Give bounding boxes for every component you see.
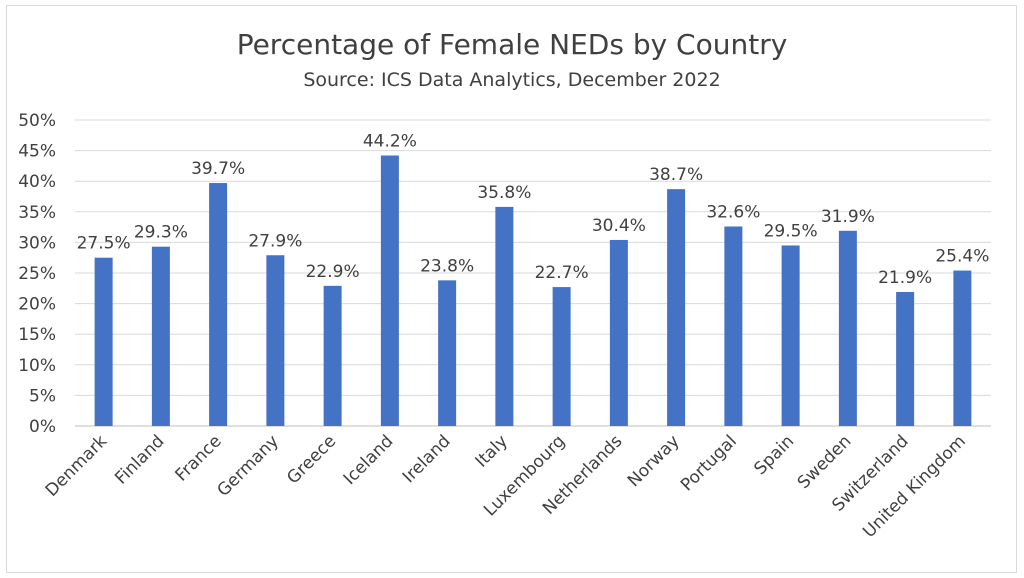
y-tick-label: 45% (18, 142, 56, 162)
bar-iceland (380, 155, 399, 426)
data-label: 27.9% (248, 231, 302, 251)
bar-france (209, 183, 228, 426)
y-tick-label: 20% (18, 295, 56, 315)
y-tick-label: 15% (18, 325, 56, 345)
bar-luxembourg (552, 287, 571, 426)
data-label: 35.8% (477, 183, 531, 203)
data-label: 29.5% (764, 221, 818, 241)
bar-netherlands (609, 239, 628, 426)
data-label: 25.4% (935, 247, 989, 267)
chart-subtitle: Source: ICS Data Analytics, December 202… (303, 69, 720, 91)
y-tick-label: 40% (18, 172, 56, 192)
y-tick-label: 25% (18, 264, 56, 284)
bar-united-kingdom (953, 270, 972, 426)
y-tick-label: 30% (18, 233, 56, 253)
data-label: 27.5% (77, 234, 131, 254)
y-tick-label: 50% (18, 111, 56, 131)
data-label: 44.2% (363, 131, 417, 151)
bar-denmark (94, 257, 113, 426)
data-label: 21.9% (878, 268, 932, 288)
y-tick-label: 10% (18, 356, 56, 376)
data-label: 23.8% (420, 256, 474, 276)
bar-switzerland (896, 291, 915, 426)
bar-greece (323, 285, 342, 426)
bar-finland (151, 246, 170, 426)
bar-sweden (838, 230, 857, 426)
y-tick-label: 5% (29, 386, 56, 406)
bar-ireland (438, 280, 457, 426)
bar-germany (266, 255, 285, 426)
bar-portugal (724, 226, 743, 426)
data-label: 31.9% (821, 207, 875, 227)
data-label: 32.6% (706, 202, 760, 222)
data-label: 39.7% (191, 159, 245, 179)
bar-norway (667, 189, 686, 426)
data-label: 29.3% (134, 223, 188, 243)
bar-spain (781, 245, 800, 426)
data-label: 22.7% (535, 263, 589, 283)
data-label: 38.7% (649, 165, 703, 185)
data-label: 30.4% (592, 216, 646, 236)
y-tick-label: 0% (29, 417, 56, 437)
y-tick-label: 35% (18, 203, 56, 223)
chart-title: Percentage of Female NEDs by Country (237, 28, 788, 61)
data-label: 22.9% (306, 262, 360, 282)
bar-italy (495, 206, 514, 426)
